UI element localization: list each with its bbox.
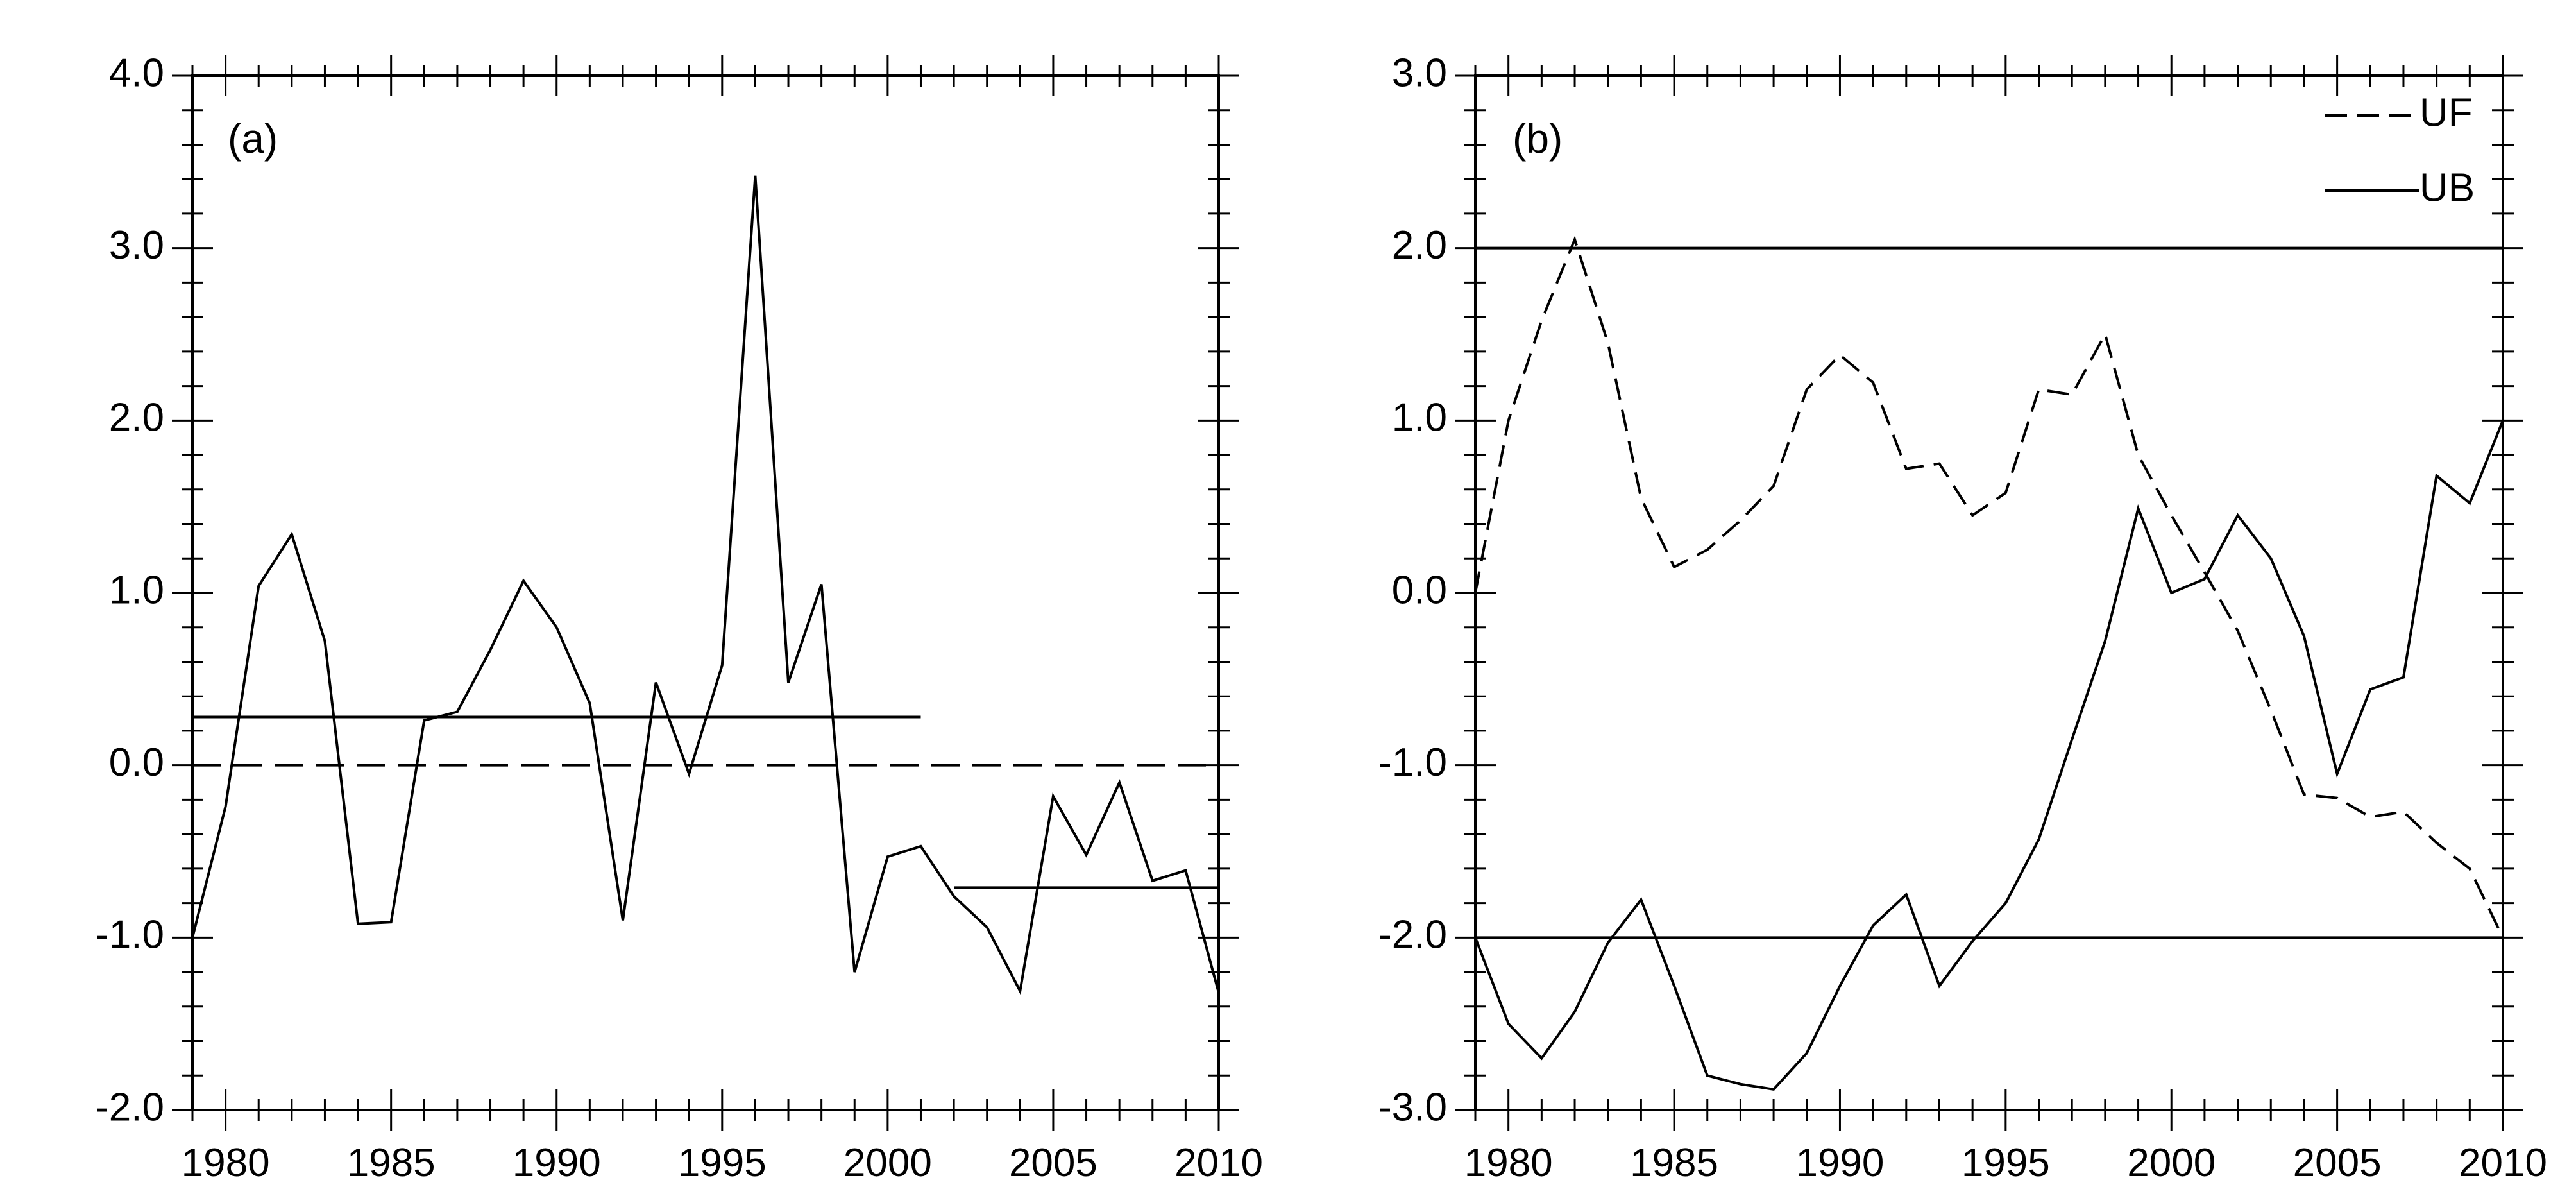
- y-tick-label: 3.0: [1392, 51, 1447, 95]
- x-tick-label: 2005: [1009, 1141, 1097, 1185]
- legend: UF UB: [2325, 90, 2475, 210]
- panel-a-frame: [191, 74, 1220, 1111]
- panel-a-marks: [191, 175, 1220, 995]
- y-tick-label: 4.0: [109, 51, 164, 95]
- legend-ub-label: UB: [2419, 166, 2475, 210]
- x-tick-label: 2000: [2127, 1141, 2216, 1185]
- y-tick-label: -2.0: [96, 1085, 164, 1129]
- panel-a: 4.0 3.0 2.0 1.0 0.0 -1.0 -2.0 1980 1985 …: [96, 51, 1263, 1185]
- y-tick-label: -3.0: [1378, 1085, 1447, 1129]
- panel-b-marks: [1474, 235, 2504, 1091]
- panel-b-label: (b): [1513, 115, 1563, 162]
- panel-b-ticks: [1455, 55, 2523, 1131]
- y-tick-label: -2.0: [1378, 913, 1447, 957]
- x-tick-label: 1985: [1630, 1141, 1718, 1185]
- panel-b: 3.0 2.0 1.0 0.0 -1.0 -2.0 -3.0 1980 1985…: [1378, 51, 2547, 1185]
- y-tick-label: -1.0: [1378, 740, 1447, 785]
- x-tick-label: 2010: [1174, 1141, 1263, 1185]
- x-tick-label: 1995: [1962, 1141, 2050, 1185]
- x-tick-label: 1995: [678, 1141, 767, 1185]
- y-tick-label: 0.0: [109, 740, 164, 785]
- y-tick-label: -1.0: [96, 913, 164, 957]
- x-tick-label: 1985: [347, 1141, 436, 1185]
- y-tick-label: 1.0: [109, 568, 164, 612]
- y-tick-label: 2.0: [1392, 223, 1447, 268]
- series-line-b-uf: [1474, 235, 2504, 939]
- x-tick-label: 1980: [182, 1141, 270, 1185]
- series-line-b-ub: [1474, 420, 2504, 1091]
- series-line-a-0: [191, 175, 1220, 995]
- panel-b-x-tick-labels: 1980 1985 1990 1995 2000 2005 2010: [1464, 1141, 2547, 1185]
- panel-a-y-tick-labels: 4.0 3.0 2.0 1.0 0.0 -1.0 -2.0: [96, 51, 164, 1129]
- panel-b-y-tick-labels: 3.0 2.0 1.0 0.0 -1.0 -2.0 -3.0: [1378, 51, 1447, 1129]
- panel-b-frame: [1474, 74, 2504, 1111]
- y-tick-label: 3.0: [109, 223, 164, 268]
- x-tick-label: 2000: [843, 1141, 932, 1185]
- y-tick-label: 2.0: [109, 396, 164, 440]
- x-tick-label: 1990: [513, 1141, 601, 1185]
- x-tick-label: 1990: [1795, 1141, 1884, 1185]
- y-tick-label: 1.0: [1392, 396, 1447, 440]
- panel-a-ticks: [172, 55, 1239, 1131]
- x-tick-label: 2010: [2459, 1141, 2547, 1185]
- y-tick-label: 0.0: [1392, 568, 1447, 612]
- panel-a-label: (a): [228, 115, 278, 162]
- legend-uf-label: UF: [2419, 90, 2473, 135]
- panel-a-x-tick-labels: 1980 1985 1990 1995 2000 2005 2010: [182, 1141, 1263, 1185]
- x-tick-label: 1980: [1464, 1141, 1553, 1185]
- x-tick-label: 2005: [2293, 1141, 2382, 1185]
